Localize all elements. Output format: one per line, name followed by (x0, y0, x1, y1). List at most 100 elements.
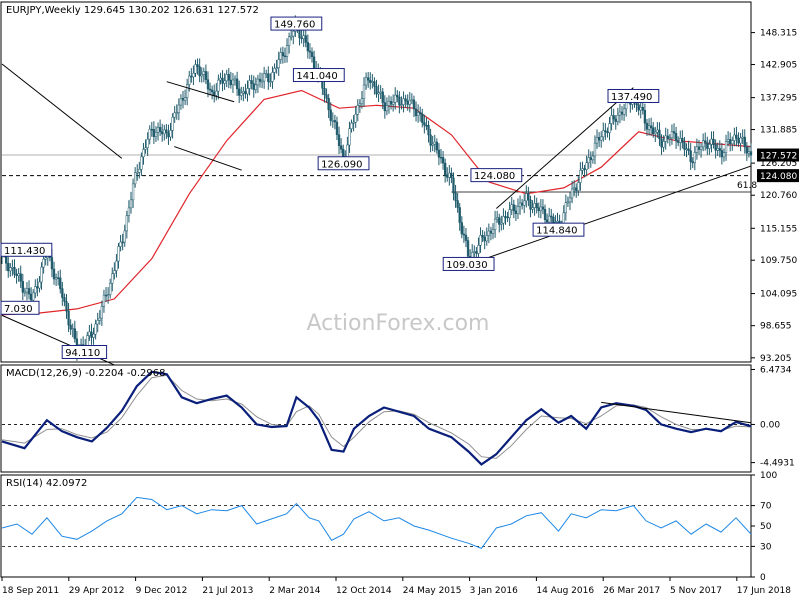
candle-body (13, 267, 16, 275)
candle-body (460, 222, 463, 235)
candle (198, 58, 201, 83)
candle (654, 126, 657, 142)
price-ytick-label: 109.750 (760, 256, 797, 266)
candle (256, 74, 260, 93)
price-annotation-label: 141.040 (296, 71, 337, 82)
candle (666, 128, 669, 144)
candle (194, 59, 197, 78)
candle (612, 108, 615, 125)
candle (643, 103, 647, 132)
candle-body (610, 115, 613, 124)
candle (600, 131, 603, 148)
candle (383, 95, 386, 119)
candle-body (654, 131, 657, 135)
candle (614, 115, 617, 130)
candle-body (225, 74, 228, 82)
candle-body (325, 94, 328, 99)
rsi-ytick-label: 50 (760, 522, 772, 532)
x-tick-label: 26 Mar 2017 (603, 586, 660, 596)
rsi-line (1, 496, 752, 550)
candle-body (604, 130, 607, 132)
candle (138, 161, 141, 179)
candle (287, 32, 291, 54)
candle (177, 98, 180, 121)
candle-body (412, 99, 416, 110)
candle (539, 198, 543, 219)
candle (106, 287, 110, 304)
candle (329, 102, 332, 126)
candle-body (389, 101, 393, 105)
candle (381, 88, 384, 110)
candle-body (304, 35, 307, 43)
candle (620, 106, 624, 121)
candle-body (165, 129, 168, 133)
candle-body (109, 282, 112, 295)
candle (17, 268, 20, 282)
candle (115, 253, 118, 278)
candle (167, 124, 170, 145)
candle-body (504, 216, 507, 218)
candle (502, 208, 505, 230)
candle-body (367, 77, 370, 81)
candle-body (600, 136, 603, 141)
candle (281, 46, 285, 64)
candle (398, 91, 401, 114)
price-ytick-label: 137.295 (760, 94, 797, 104)
candle (406, 94, 409, 111)
candle-body (190, 75, 193, 78)
candle (672, 123, 676, 140)
price-ytick-label: 104.095 (760, 290, 797, 300)
candle-body (577, 182, 580, 191)
x-tick-label: 2 Mar 2014 (269, 586, 321, 596)
candle-body (379, 91, 382, 94)
candle-body (29, 293, 33, 301)
candle (231, 72, 235, 93)
candle (127, 200, 131, 223)
candle-body (360, 98, 364, 105)
candle-body (637, 104, 640, 111)
candle (529, 195, 532, 218)
candle-body (267, 73, 270, 82)
price-trendline (166, 81, 235, 103)
price-annotation-label: 109.030 (446, 260, 487, 271)
candle-body (375, 86, 378, 95)
candle-body (92, 333, 95, 338)
candle-body (681, 137, 684, 143)
candle (677, 136, 680, 147)
candle-body (121, 241, 124, 244)
price-annotation-label: 137.490 (611, 92, 652, 103)
candle-body (277, 59, 280, 68)
candle-body (88, 331, 91, 336)
candle-body (369, 80, 372, 83)
candle (595, 129, 599, 149)
candle-body (391, 102, 395, 105)
candle-body (662, 141, 665, 148)
candle (275, 59, 278, 74)
price-ytick-label: 148.315 (760, 29, 797, 39)
candle (213, 84, 216, 103)
candle-body (579, 170, 582, 183)
candle-body (701, 140, 705, 148)
candle-body (67, 310, 70, 326)
price-annotation-box (442, 256, 495, 271)
candle (433, 134, 436, 153)
candle-body (23, 291, 27, 294)
candle-body (263, 73, 266, 82)
candle-body (150, 128, 153, 131)
candle-body (446, 174, 449, 178)
candle-body (290, 35, 293, 38)
candle-body (208, 88, 212, 91)
candle-body (240, 92, 243, 96)
candle (308, 43, 312, 60)
candle-body (406, 100, 409, 105)
candle (587, 149, 590, 169)
candle-body (689, 150, 692, 162)
candle-body (265, 73, 268, 75)
candle-body (229, 79, 233, 86)
candle-body (666, 135, 669, 139)
candle-body (535, 203, 538, 208)
x-tick-label: 17 Jun 2018 (737, 586, 791, 596)
candle (325, 88, 328, 103)
candle-body (100, 305, 104, 319)
candle-body (106, 294, 110, 296)
